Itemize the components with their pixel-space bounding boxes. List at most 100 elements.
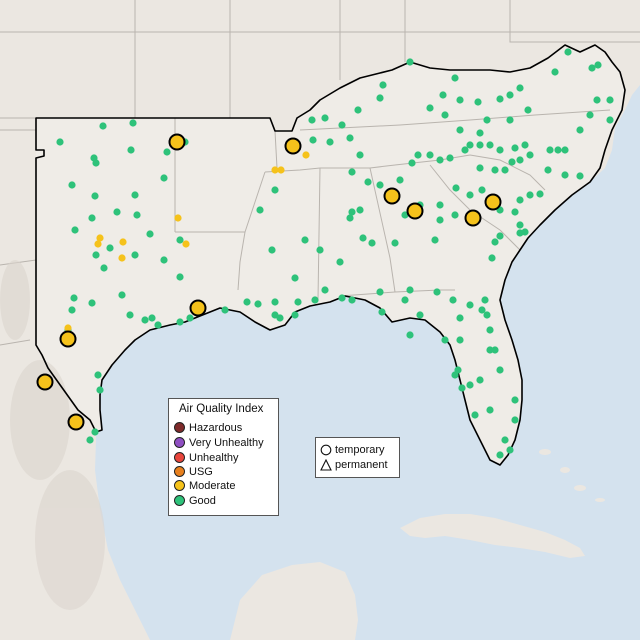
good-monitor-marker bbox=[176, 273, 184, 281]
good-monitor-marker bbox=[96, 386, 104, 394]
good-monitor-marker bbox=[496, 232, 504, 240]
moderate-temporary-monitor[interactable] bbox=[284, 137, 302, 155]
good-monitor-marker bbox=[271, 298, 279, 306]
good-monitor-marker bbox=[491, 166, 499, 174]
good-monitor-marker bbox=[91, 428, 99, 436]
good-monitor-marker bbox=[131, 251, 139, 259]
moderate-temporary-monitor[interactable] bbox=[189, 299, 207, 317]
good-monitor-marker bbox=[471, 411, 479, 419]
good-monitor-marker bbox=[586, 111, 594, 119]
moderate-temporary-monitor[interactable] bbox=[67, 413, 85, 431]
good-monitor-marker bbox=[441, 111, 449, 119]
good-monitor-marker bbox=[378, 308, 386, 316]
moderate-monitor-marker bbox=[118, 254, 126, 262]
moderate-temporary-monitor[interactable] bbox=[383, 187, 401, 205]
very-unhealthy-swatch bbox=[174, 436, 185, 448]
good-monitor-marker bbox=[186, 314, 194, 322]
good-monitor-marker bbox=[348, 168, 356, 176]
good-monitor-marker bbox=[544, 166, 552, 174]
moderate-temporary-monitor[interactable] bbox=[36, 373, 54, 391]
good-monitor-marker bbox=[521, 141, 529, 149]
moderate-temporary-monitor[interactable] bbox=[59, 330, 77, 348]
good-monitor-marker bbox=[176, 236, 184, 244]
good-monitor-marker bbox=[439, 91, 447, 99]
good-monitor-marker bbox=[551, 68, 559, 76]
good-monitor-marker bbox=[436, 216, 444, 224]
good-monitor-marker bbox=[594, 61, 602, 69]
good-monitor-marker bbox=[476, 376, 484, 384]
legend-item-moderate: Moderate bbox=[174, 479, 235, 493]
good-monitor-marker bbox=[416, 311, 424, 319]
good-monitor-marker bbox=[401, 296, 409, 304]
good-monitor-marker bbox=[348, 296, 356, 304]
good-monitor-marker bbox=[491, 346, 499, 354]
good-monitor-marker bbox=[408, 159, 416, 167]
good-monitor-marker bbox=[88, 214, 96, 222]
moderate-temporary-monitor[interactable] bbox=[168, 133, 186, 151]
aqi-legend-title: Air Quality Index bbox=[179, 403, 264, 415]
moderate-monitor-marker bbox=[64, 324, 72, 332]
moderate-monitor-marker bbox=[277, 166, 285, 174]
good-monitor-marker bbox=[506, 116, 514, 124]
good-monitor-marker bbox=[456, 126, 464, 134]
good-monitor-marker bbox=[368, 239, 376, 247]
moderate-temporary-monitor[interactable] bbox=[464, 209, 482, 227]
moderate-temporary-monitor[interactable] bbox=[484, 193, 502, 211]
good-monitor-marker bbox=[496, 366, 504, 374]
land-yucatan bbox=[230, 562, 358, 640]
moderate-temporary-monitor[interactable] bbox=[406, 202, 424, 220]
good-monitor-marker bbox=[113, 208, 121, 216]
good-monitor-marker bbox=[511, 144, 519, 152]
legend-item-unhealthy: Unhealthy bbox=[174, 451, 239, 465]
good-monitor-marker bbox=[86, 436, 94, 444]
good-monitor-marker bbox=[126, 311, 134, 319]
good-monitor-marker bbox=[483, 116, 491, 124]
good-monitor-marker bbox=[456, 336, 464, 344]
good-monitor-marker bbox=[70, 294, 78, 302]
good-monitor-marker bbox=[496, 451, 504, 459]
moderate-monitor-marker bbox=[174, 214, 182, 222]
good-monitor-marker bbox=[546, 146, 554, 154]
good-monitor-marker bbox=[451, 211, 459, 219]
good-monitor-marker bbox=[466, 301, 474, 309]
good-monitor-marker bbox=[501, 436, 509, 444]
good-monitor-marker bbox=[561, 146, 569, 154]
good-monitor-marker bbox=[524, 106, 532, 114]
good-monitor-marker bbox=[508, 158, 516, 166]
good-monitor-marker bbox=[356, 151, 364, 159]
good-monitor-marker bbox=[452, 184, 460, 192]
good-monitor-marker bbox=[146, 230, 154, 238]
moderate-monitor-marker bbox=[271, 166, 279, 174]
good-monitor-marker bbox=[309, 136, 317, 144]
good-monitor-marker bbox=[449, 296, 457, 304]
good-monitor-marker bbox=[466, 191, 474, 199]
good-monitor-marker bbox=[356, 206, 364, 214]
good-monitor-marker bbox=[92, 159, 100, 167]
good-monitor-marker bbox=[441, 336, 449, 344]
good-monitor-marker bbox=[516, 84, 524, 92]
good-monitor-marker bbox=[56, 138, 64, 146]
good-monitor-marker bbox=[516, 221, 524, 229]
good-monitor-marker bbox=[481, 296, 489, 304]
good-monitor-marker bbox=[176, 318, 184, 326]
good-monitor-marker bbox=[511, 208, 519, 216]
good-monitor-marker bbox=[414, 151, 422, 159]
good-monitor-marker bbox=[451, 371, 459, 379]
good-monitor-marker bbox=[478, 186, 486, 194]
good-monitor-marker bbox=[456, 314, 464, 322]
good-monitor-marker bbox=[554, 146, 562, 154]
good-monitor-marker bbox=[160, 256, 168, 264]
good-monitor-marker bbox=[94, 371, 102, 379]
good-monitor-marker bbox=[458, 384, 466, 392]
good-monitor-marker bbox=[316, 246, 324, 254]
good-monitor-marker bbox=[576, 172, 584, 180]
legend-item-very-unhealthy: Very Unhealthy bbox=[174, 436, 264, 450]
moderate-monitor-layer bbox=[64, 151, 310, 332]
legend-item-good: Good bbox=[174, 494, 216, 508]
good-monitor-marker bbox=[291, 274, 299, 282]
good-monitor-marker bbox=[526, 151, 534, 159]
good-monitor-marker bbox=[99, 122, 107, 130]
good-monitor-marker bbox=[359, 234, 367, 242]
good-swatch bbox=[174, 494, 185, 506]
